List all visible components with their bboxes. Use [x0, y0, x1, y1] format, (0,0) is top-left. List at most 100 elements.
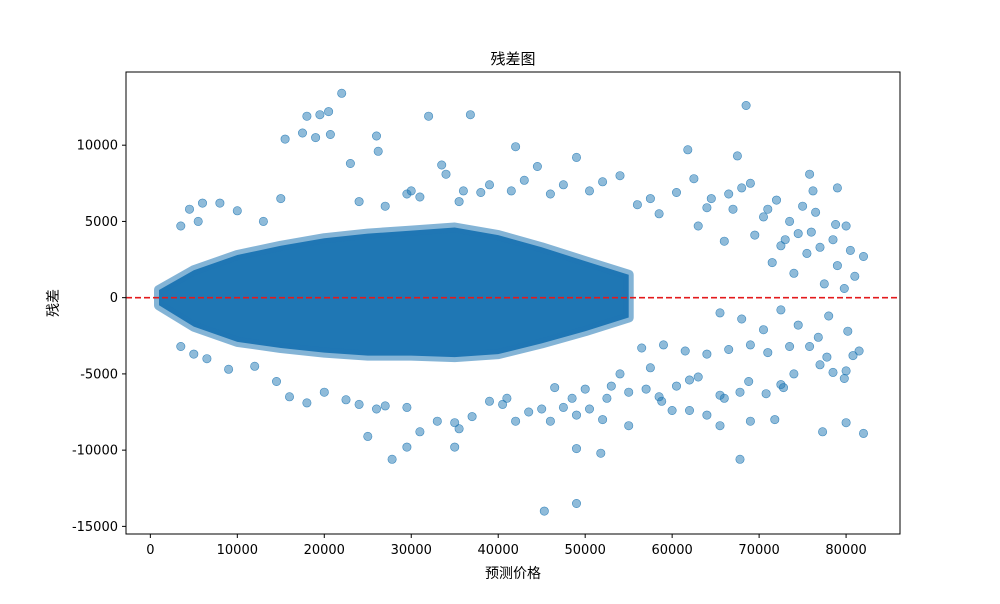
- scatter-point: [232, 206, 242, 216]
- scatter-point: [802, 248, 812, 258]
- scatter-point: [532, 162, 542, 172]
- scatter-point: [737, 314, 747, 324]
- scatter-point: [715, 390, 725, 400]
- scatter-point: [424, 111, 434, 121]
- scatter-point: [511, 416, 521, 426]
- scatter-point: [845, 245, 855, 255]
- scatter-point: [806, 227, 816, 237]
- scatter-point: [324, 107, 334, 117]
- scatter-point: [311, 133, 321, 143]
- scatter-point: [645, 194, 655, 204]
- scatter-point: [432, 416, 442, 426]
- scatter-point: [693, 221, 703, 231]
- scatter-point: [680, 346, 690, 356]
- scatter-point: [571, 410, 581, 420]
- scatter-point: [596, 448, 606, 458]
- x-tick-label: 70000: [738, 543, 779, 558]
- scatter-point: [858, 252, 868, 262]
- scatter-point: [258, 216, 268, 226]
- scatter-point: [815, 242, 825, 252]
- scatter-point: [745, 178, 755, 188]
- scatter-point: [667, 405, 677, 415]
- scatter-point: [371, 131, 381, 141]
- scatter-point: [654, 209, 664, 219]
- scatter-point: [373, 146, 383, 156]
- scatter-point: [683, 145, 693, 155]
- scatter-point: [641, 384, 651, 394]
- scatter-point: [778, 383, 788, 393]
- y-axis-ticks: -15000 -10000 -5000 0 5000 10000: [72, 139, 126, 535]
- scatter-point: [315, 110, 325, 120]
- scatter-point: [484, 396, 494, 406]
- scatter-point: [805, 341, 815, 351]
- scatter-point: [745, 340, 755, 350]
- scatter-point: [524, 407, 534, 417]
- scatter-point: [822, 352, 832, 362]
- scatter-point: [189, 349, 199, 359]
- scatter-point: [763, 348, 773, 358]
- scatter-point: [732, 151, 742, 161]
- scatter-point: [793, 320, 803, 330]
- scatter-point: [828, 367, 838, 377]
- scatter-point: [176, 221, 186, 231]
- scatter-point: [839, 283, 849, 293]
- scatter-point: [671, 188, 681, 198]
- scatter-point: [250, 361, 260, 371]
- scatter-point: [598, 177, 608, 187]
- scatter-point: [624, 421, 634, 431]
- scatter-point: [202, 354, 212, 364]
- scatter-point: [615, 369, 625, 379]
- scatter-point: [467, 412, 477, 422]
- scatter-point: [657, 396, 667, 406]
- scatter-point: [818, 427, 828, 437]
- scatter-point: [567, 393, 577, 403]
- scatter-point: [215, 198, 225, 208]
- scatter-point: [598, 415, 608, 425]
- scatter-point: [693, 372, 703, 382]
- scatter-point: [302, 111, 312, 121]
- y-tick-label: 5000: [85, 215, 118, 230]
- scatter-point: [832, 183, 842, 193]
- scatter-point: [415, 427, 425, 437]
- scatter-point: [454, 197, 464, 207]
- scatter-point: [176, 341, 186, 351]
- scatter-point: [302, 398, 312, 408]
- scatter-point: [519, 175, 529, 185]
- scatter-point: [606, 381, 616, 391]
- scatter-point: [843, 326, 853, 336]
- scatter-point: [280, 134, 290, 144]
- scatter-point: [767, 258, 777, 268]
- scatter-point: [571, 152, 581, 162]
- scatter-point: [789, 268, 799, 278]
- x-tick-label: 50000: [565, 543, 606, 558]
- scatter-point: [735, 387, 745, 397]
- scatter-point: [450, 418, 460, 428]
- scatter-point: [319, 387, 329, 397]
- scatter-point: [813, 332, 823, 342]
- scatter-point: [615, 171, 625, 181]
- y-tick-label: 10000: [77, 139, 118, 154]
- scatter-point: [415, 192, 425, 202]
- scatter-point: [763, 204, 773, 214]
- scatter-point: [689, 174, 699, 184]
- scatter-point: [511, 142, 521, 152]
- scatter-point: [702, 203, 712, 213]
- y-tick-label: -5000: [80, 367, 118, 382]
- scatter-point: [785, 216, 795, 226]
- scatter-point: [402, 402, 412, 412]
- y-tick-label: -15000: [72, 520, 118, 535]
- scatter-point: [602, 393, 612, 403]
- scatter-point: [819, 279, 829, 289]
- scatter-point: [793, 229, 803, 239]
- scatter-point: [476, 188, 486, 198]
- scatter-point: [719, 236, 729, 246]
- scatter-point: [735, 454, 745, 464]
- scatter-point: [744, 376, 754, 386]
- scatter-point: [724, 344, 734, 354]
- x-tick-label: 40000: [478, 543, 519, 558]
- scatter-point: [402, 442, 412, 452]
- chart-title: 残差图: [490, 50, 535, 68]
- scatter-point: [193, 216, 203, 226]
- scatter-point: [824, 311, 834, 321]
